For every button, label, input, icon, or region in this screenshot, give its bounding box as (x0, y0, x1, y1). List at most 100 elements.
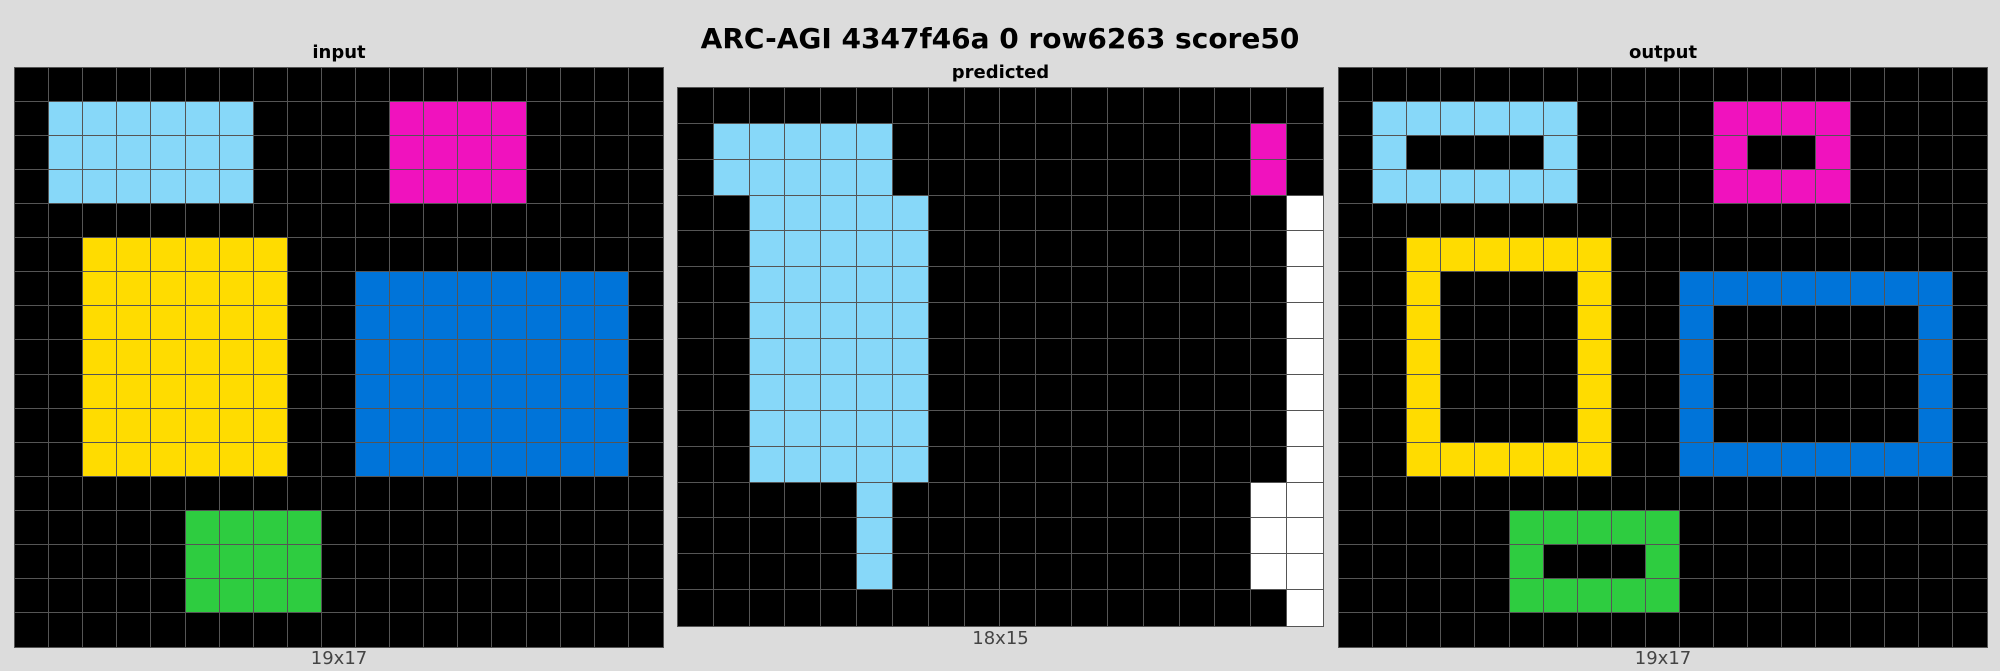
grid-cell (1782, 136, 1817, 171)
grid-cell (526, 68, 561, 103)
grid-cell (1543, 204, 1578, 239)
grid-cell (749, 231, 786, 268)
grid-cell (1509, 374, 1544, 409)
grid-cell (1441, 476, 1476, 511)
grid-cell (594, 68, 629, 103)
grid-cell (1850, 408, 1885, 443)
grid-cell (15, 578, 50, 613)
grid-cell (1680, 510, 1715, 545)
grid-cell (1577, 442, 1612, 477)
grid-cell (1509, 102, 1544, 137)
grid-cell (1179, 374, 1216, 411)
grid-cell (678, 339, 714, 375)
grid-cell (1543, 510, 1578, 545)
grid-cell (15, 306, 50, 341)
grid-cell (1143, 482, 1180, 519)
grid-cell (1287, 482, 1323, 519)
grid-cell (526, 102, 561, 137)
grid-cell (857, 231, 893, 268)
grid-cell (1143, 554, 1180, 591)
grid-cell (1441, 306, 1476, 341)
grid-cell (1407, 442, 1442, 477)
grid-cell (1577, 102, 1612, 137)
grid-cell (253, 612, 288, 647)
grid-cell (1952, 136, 1987, 171)
grid-cell (1577, 374, 1612, 409)
grid-cell (492, 136, 527, 171)
grid-cell (151, 238, 186, 273)
grid-cell (1107, 267, 1144, 304)
grid-cell (1748, 204, 1783, 239)
grid-cell (1645, 68, 1681, 103)
grid-cell (1611, 136, 1646, 171)
grid-cell (892, 195, 929, 232)
grid-cell (628, 544, 663, 579)
grid-cell (628, 578, 663, 613)
grid-cell (356, 374, 391, 409)
grid-cell (560, 476, 595, 511)
grid-cell (1251, 339, 1288, 375)
grid-cell (253, 204, 288, 239)
grid-cell (785, 482, 822, 519)
grid-cell (1441, 578, 1476, 613)
grid-cell (151, 272, 186, 307)
grid-cell (492, 442, 527, 477)
grid-cell (1441, 612, 1476, 647)
grid-cell (1850, 374, 1885, 409)
grid-cell (964, 339, 1001, 375)
grid-cell (1714, 204, 1749, 239)
grid-cell (83, 272, 118, 307)
grid-cell (560, 136, 595, 171)
grid-cell (928, 267, 965, 304)
grid-cell (1543, 612, 1578, 647)
grid-cell (785, 303, 822, 340)
grid-cell (1441, 510, 1476, 545)
grid-cell (749, 554, 786, 591)
grid-cell (1611, 68, 1646, 103)
grid-cell (151, 102, 186, 137)
grid-cell (560, 510, 595, 545)
grid-cell (219, 442, 254, 477)
grid-cell (117, 374, 152, 409)
grid-cell (117, 442, 152, 477)
grid-cell (857, 339, 893, 375)
grid-cell (594, 442, 629, 477)
grid-cell (1509, 272, 1544, 307)
grid-cell (1339, 272, 1374, 307)
grid-cell (1918, 408, 1953, 443)
grid-cell (1577, 544, 1612, 579)
grid-cell (458, 306, 493, 341)
grid-cell (253, 136, 288, 171)
grid-cell (892, 518, 929, 555)
grid-cell (253, 170, 288, 205)
grid-cell (424, 272, 459, 307)
grid-cell (1215, 590, 1252, 626)
grid-cell (678, 590, 714, 626)
grid-cell (1748, 612, 1783, 647)
grid-cell (1036, 374, 1073, 411)
grid-cell (1782, 204, 1817, 239)
grid-cell (785, 374, 822, 411)
grid-cell (628, 612, 663, 647)
grid-cell (892, 303, 929, 340)
grid-cell (83, 204, 118, 239)
grid-cell (287, 408, 322, 443)
grid-cell (424, 306, 459, 341)
grid-cell (749, 518, 786, 555)
grid-cell (185, 510, 220, 545)
grid-cell (1850, 476, 1885, 511)
grid-cell (1748, 544, 1783, 579)
grid-cell (892, 123, 929, 160)
grid-cell (117, 238, 152, 273)
grid-cell (390, 612, 425, 647)
grid-cell (492, 306, 527, 341)
grid-cell (892, 88, 929, 124)
grid-cell (1407, 68, 1442, 103)
grid-cell (185, 272, 220, 307)
grid-cell (1107, 88, 1144, 124)
grid-cell (390, 510, 425, 545)
grid-cell (1645, 544, 1681, 579)
grid-cell (928, 446, 965, 483)
grid-cell (151, 476, 186, 511)
grid-cell (1287, 231, 1323, 268)
